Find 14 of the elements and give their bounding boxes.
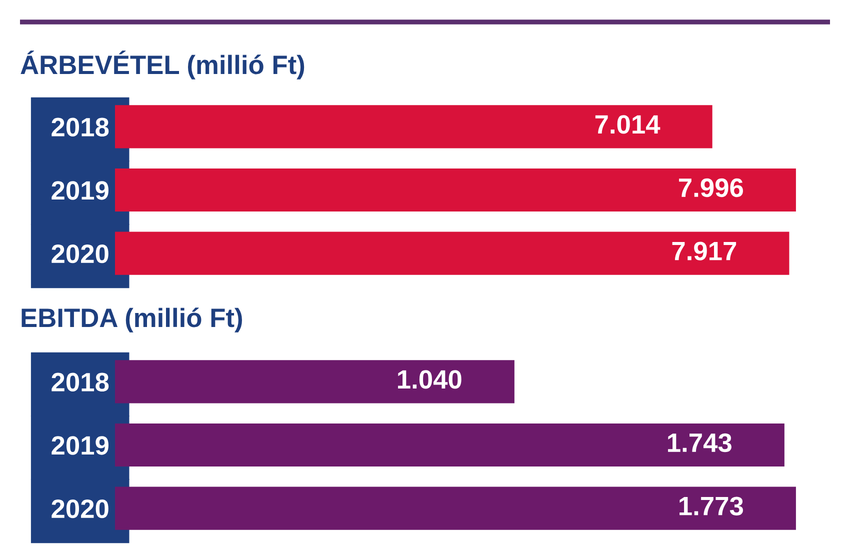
y-tick-label: 2019 [52,181,108,200]
data-label: 1.743 [668,433,732,452]
data-label: 7.917 [672,242,736,260]
data-label: 7.014 [595,115,660,134]
data-label: 7.996 [679,178,743,198]
y-tick-label: 2020 [52,499,108,518]
chart-title: ÁRBEVÉTEL (millió Ft) [20,50,304,80]
data-label: 1.040 [398,370,462,389]
data-label: 1.773 [680,496,743,516]
y-tick-label: 2019 [52,436,108,455]
chart-title: EBITDA (millió Ft) [22,308,242,332]
y-tick-label: 2018 [52,118,109,136]
y-tick-label: 2020 [52,244,108,264]
y-tick-label: 2018 [52,372,109,392]
